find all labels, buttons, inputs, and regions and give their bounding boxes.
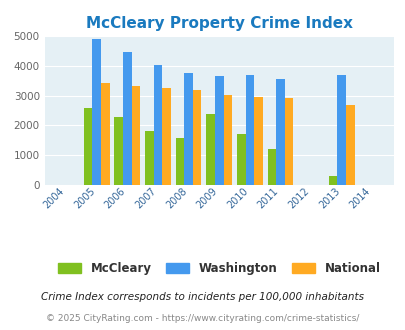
Bar [184,73,192,185]
Bar [345,105,354,185]
Title: McCleary Property Crime Index: McCleary Property Crime Index [85,16,352,31]
Bar [214,76,223,185]
Bar [175,138,184,185]
Bar [145,131,153,185]
Bar [337,75,345,185]
Bar [84,108,92,185]
Bar [284,98,293,185]
Bar [131,86,140,185]
Bar [267,149,275,185]
Bar [223,94,232,185]
Bar [101,83,109,185]
Bar [245,75,254,185]
Bar [123,52,131,185]
Bar [92,39,101,185]
Bar [192,90,201,185]
Text: Crime Index corresponds to incidents per 100,000 inhabitants: Crime Index corresponds to incidents per… [41,292,364,302]
Bar [114,117,123,185]
Bar [275,79,284,185]
Bar [153,65,162,185]
Bar [162,88,171,185]
Bar [254,97,262,185]
Bar [206,115,214,185]
Bar [237,134,245,185]
Bar [328,176,337,185]
Text: © 2025 CityRating.com - https://www.cityrating.com/crime-statistics/: © 2025 CityRating.com - https://www.city… [46,314,359,323]
Legend: McCleary, Washington, National: McCleary, Washington, National [53,257,385,280]
